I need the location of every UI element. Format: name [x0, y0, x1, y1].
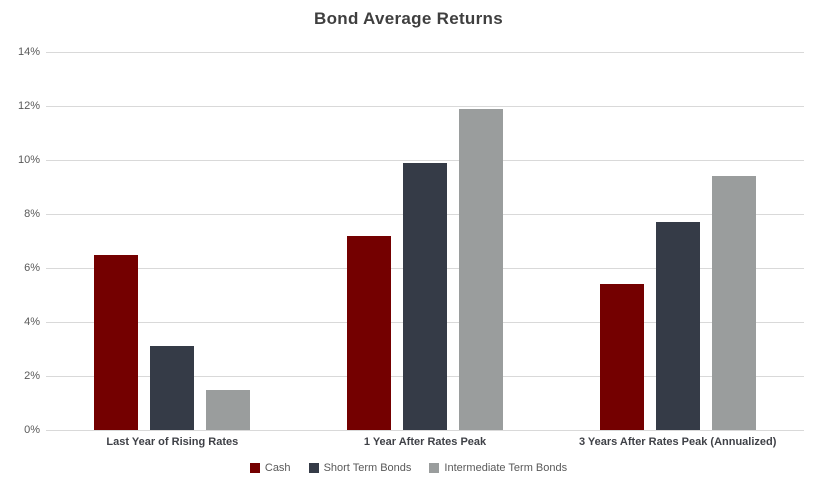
- plot-area: [46, 52, 804, 431]
- gridline: [46, 106, 804, 107]
- y-tick-label: 0%: [24, 424, 40, 436]
- bar-group: [551, 52, 804, 430]
- bar: [459, 108, 503, 430]
- legend-label: Cash: [264, 462, 291, 474]
- y-tick-label: 8%: [24, 208, 40, 220]
- chart-title: Bond Average Returns: [314, 9, 503, 28]
- bar: [599, 284, 644, 430]
- bar: [150, 346, 195, 430]
- bar: [711, 176, 756, 430]
- x-category-label: 1 Year After Rates Peak: [363, 436, 487, 448]
- legend-swatch-icon: [308, 463, 319, 473]
- bar: [94, 254, 139, 430]
- bar: [347, 235, 391, 430]
- legend: Cash Short Term Bonds Intermediate Term Bo…: [0, 462, 817, 474]
- x-axis-category-labels: Last Year of Rising Rates 1 Year After Ra…: [46, 436, 804, 448]
- bar-group: [46, 52, 299, 430]
- gridline: [46, 52, 804, 53]
- x-category-label: 3 Years After Rates Peak (Annualized): [578, 436, 777, 448]
- bar: [206, 389, 251, 430]
- y-tick-label: 12%: [17, 100, 40, 112]
- y-tick-label: 14%: [17, 46, 40, 58]
- legend-item: Intermediate Term Bonds: [429, 462, 567, 474]
- y-tick-label: 10%: [17, 154, 40, 166]
- legend-swatch-icon: [429, 463, 440, 473]
- legend-label: Short Term Bonds: [323, 462, 412, 474]
- bar-group: [299, 52, 552, 430]
- y-axis: 0% 2% 4% 6% 8% 10% 12% 14%: [0, 46, 40, 436]
- y-tick-label: 4%: [24, 316, 40, 328]
- x-axis-baseline: [46, 430, 804, 431]
- legend-item: Short Term Bonds: [308, 462, 412, 474]
- legend-item: Cash: [249, 462, 291, 474]
- legend-label: Intermediate Term Bonds: [444, 462, 568, 474]
- gridline: [46, 160, 804, 161]
- x-category-label: Last Year of Rising Rates: [106, 436, 239, 448]
- bar-groups: [46, 52, 804, 430]
- legend-swatch-icon: [249, 463, 260, 473]
- y-tick-label: 2%: [24, 370, 40, 382]
- bar: [655, 222, 700, 430]
- bar: [403, 162, 447, 430]
- y-tick-label: 6%: [24, 262, 40, 274]
